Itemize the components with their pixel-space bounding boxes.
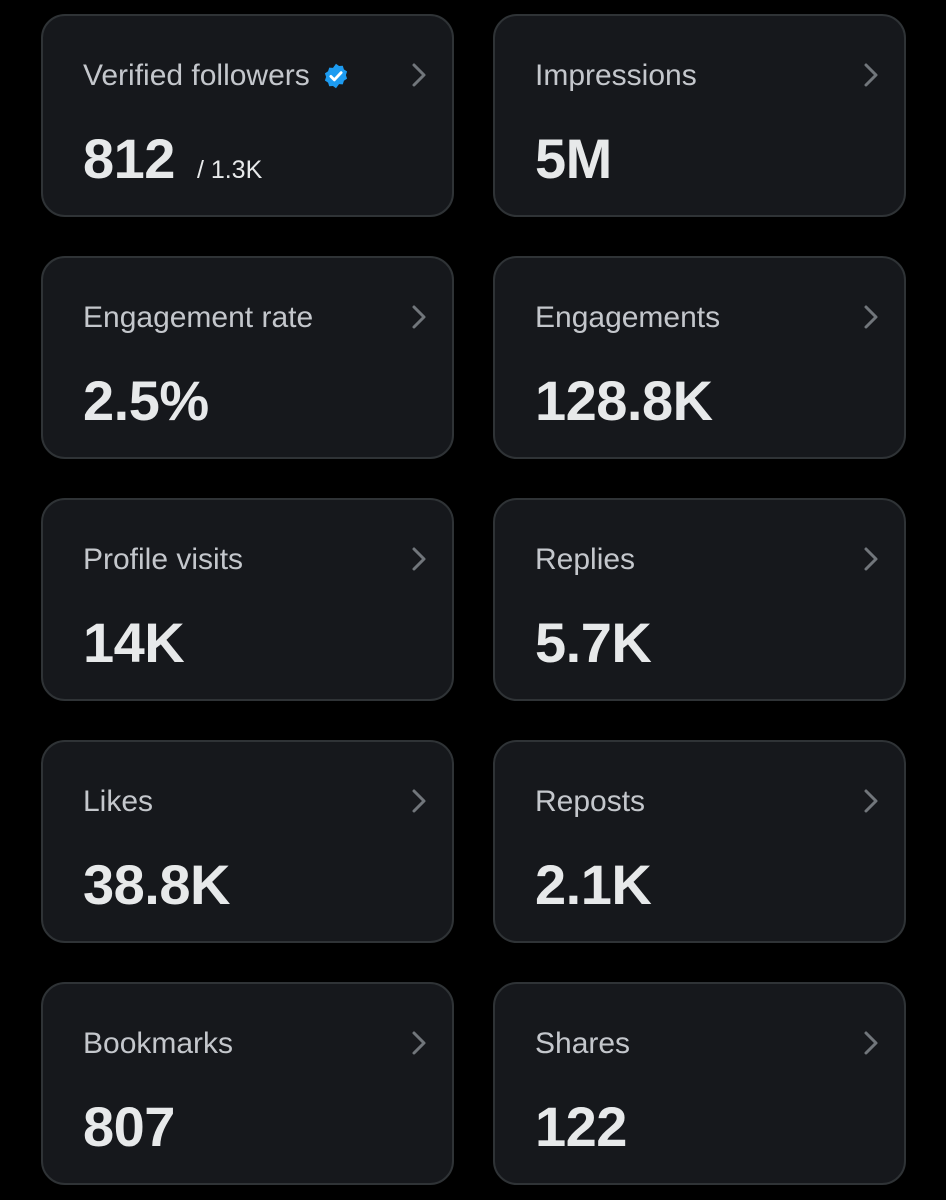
metric-value: 807: [83, 1095, 175, 1158]
metric-card-reposts[interactable]: Reposts 2.1K: [493, 740, 906, 943]
metric-value-row: 38.8K: [83, 852, 230, 918]
verified-badge-icon: [322, 62, 350, 90]
metric-label: Engagements: [535, 301, 721, 334]
metric-value-row: 5M: [535, 126, 612, 192]
metric-label: Shares: [535, 1027, 631, 1060]
metric-value-row: 807: [83, 1094, 175, 1160]
chevron-right-icon: [406, 60, 432, 90]
metric-label: Likes: [83, 785, 154, 818]
chevron-right-icon: [858, 302, 884, 332]
metric-total: / 1.3K: [196, 156, 263, 184]
metric-card-engagements[interactable]: Engagements 128.8K: [493, 256, 906, 459]
chevron-right-icon: [858, 1028, 884, 1058]
metric-card-profile-visits[interactable]: Profile visits 14K: [41, 498, 454, 701]
chevron-right-icon: [406, 544, 432, 574]
metrics-grid: Verified followers 812 / 1.3K Impression…: [41, 14, 906, 1185]
metric-card-bookmarks[interactable]: Bookmarks 807: [41, 982, 454, 1185]
metric-card-engagement-rate[interactable]: Engagement rate 2.5%: [41, 256, 454, 459]
metric-value-row: 122: [535, 1094, 627, 1160]
metric-value-row: 14K: [83, 610, 185, 676]
metric-value-row: 5.7K: [535, 610, 652, 676]
chevron-right-icon: [406, 786, 432, 816]
metric-value: 14K: [83, 611, 185, 674]
metric-label: Profile visits: [83, 543, 244, 576]
metric-value: 5.7K: [535, 611, 652, 674]
metric-value-row: 2.1K: [535, 852, 652, 918]
metric-card-shares[interactable]: Shares 122: [493, 982, 906, 1185]
metric-label-wrap: Verified followers: [83, 56, 350, 96]
metric-card-replies[interactable]: Replies 5.7K: [493, 498, 906, 701]
metric-value: 122: [535, 1095, 627, 1158]
metric-label: Engagement rate: [83, 301, 314, 334]
metric-value: 38.8K: [83, 853, 230, 916]
chevron-right-icon: [406, 302, 432, 332]
metric-value-row: 2.5%: [83, 368, 209, 434]
metric-label: Reposts: [535, 785, 646, 818]
metric-value: 128.8K: [535, 369, 713, 432]
metric-value-row: 812 / 1.3K: [83, 126, 262, 192]
metric-label: Replies: [535, 543, 636, 576]
metric-card-verified-followers[interactable]: Verified followers 812 / 1.3K: [41, 14, 454, 217]
metric-value-row: 128.8K: [535, 368, 713, 434]
metric-value: 5M: [535, 127, 612, 190]
chevron-right-icon: [858, 60, 884, 90]
metric-value: 2.1K: [535, 853, 652, 916]
metric-card-impressions[interactable]: Impressions 5M: [493, 14, 906, 217]
metric-label: Verified followers: [83, 59, 310, 92]
chevron-right-icon: [858, 544, 884, 574]
metric-value: 2.5%: [83, 369, 209, 432]
chevron-right-icon: [406, 1028, 432, 1058]
metric-card-likes[interactable]: Likes 38.8K: [41, 740, 454, 943]
chevron-right-icon: [858, 786, 884, 816]
metric-label: Bookmarks: [83, 1027, 234, 1060]
metric-value: 812: [83, 127, 175, 190]
metric-label: Impressions: [535, 59, 697, 92]
